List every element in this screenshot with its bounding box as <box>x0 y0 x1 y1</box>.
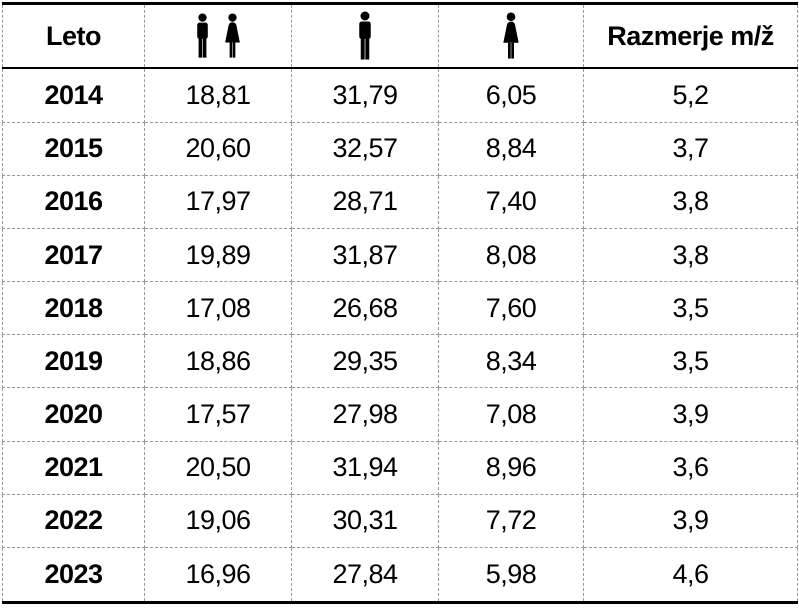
year-cell: 2022 <box>2 493 145 549</box>
year-cell: 2014 <box>2 67 145 123</box>
women-cell: 7,40 <box>438 174 584 229</box>
table-row: 2019 18,86 29,35 8,34 3,5 <box>2 334 798 389</box>
man-icon <box>356 11 374 61</box>
col-header-women <box>438 3 584 69</box>
woman-icon <box>500 12 522 60</box>
table-row: 2023 16,96 27,84 5,98 4,6 <box>2 547 798 603</box>
men-cell: 30,31 <box>291 493 439 549</box>
table-row: 2014 18,81 31,79 6,05 5,2 <box>2 67 798 123</box>
man-icon <box>194 13 211 59</box>
table-row: 2020 17,57 27,98 7,08 3,9 <box>2 387 798 442</box>
total-cell: 16,96 <box>144 547 292 603</box>
year-cell: 2020 <box>2 387 145 442</box>
year-cell: 2021 <box>2 440 145 495</box>
women-cell: 7,08 <box>438 387 584 442</box>
table-row: 2015 20,60 32,57 8,84 3,7 <box>2 121 798 176</box>
year-cell: 2017 <box>2 227 145 283</box>
men-cell: 31,94 <box>291 440 439 495</box>
year-cell: 2016 <box>2 174 145 229</box>
ratio-cell: 3,8 <box>583 227 798 283</box>
total-cell: 17,08 <box>144 281 292 336</box>
year-cell: 2019 <box>2 334 145 389</box>
men-cell: 31,87 <box>291 227 439 283</box>
men-cell: 27,98 <box>291 387 439 442</box>
men-cell: 29,35 <box>291 334 439 389</box>
total-cell: 17,97 <box>144 174 292 229</box>
total-cell: 20,60 <box>144 121 292 176</box>
year-cell: 2023 <box>2 547 145 603</box>
total-cell: 19,89 <box>144 227 292 283</box>
ratio-cell: 5,2 <box>583 67 798 123</box>
men-cell: 27,84 <box>291 547 439 603</box>
col-header-total <box>144 3 292 69</box>
men-cell: 32,57 <box>291 121 439 176</box>
women-cell: 8,08 <box>438 227 584 283</box>
total-cell: 18,81 <box>144 67 292 123</box>
total-cell: 19,06 <box>144 493 292 549</box>
ratio-cell: 3,7 <box>583 121 798 176</box>
women-cell: 8,96 <box>438 440 584 495</box>
women-cell: 7,60 <box>438 281 584 336</box>
col-header-men <box>291 3 439 69</box>
table-row: 2021 20,50 31,94 8,96 3,6 <box>2 440 798 495</box>
year-cell: 2015 <box>2 121 145 176</box>
table-row: 2016 17,97 28,71 7,40 3,8 <box>2 174 798 229</box>
col-header-year: Leto <box>2 3 145 69</box>
year-cell: 2018 <box>2 281 145 336</box>
men-cell: 28,71 <box>291 174 439 229</box>
women-cell: 5,98 <box>438 547 584 603</box>
ratio-cell: 3,5 <box>583 281 798 336</box>
total-cell: 17,57 <box>144 387 292 442</box>
men-cell: 31,79 <box>291 67 439 123</box>
ratio-cell: 3,9 <box>583 387 798 442</box>
ratio-cell: 3,6 <box>583 440 798 495</box>
table-row: 2017 19,89 31,87 8,08 3,8 <box>2 227 798 283</box>
table-row: 2022 19,06 30,31 7,72 3,9 <box>2 493 798 549</box>
women-cell: 6,05 <box>438 67 584 123</box>
women-cell: 8,84 <box>438 121 584 176</box>
total-cell: 20,50 <box>144 440 292 495</box>
table-row: 2018 17,08 26,68 7,60 3,5 <box>2 281 798 336</box>
women-cell: 8,34 <box>438 334 584 389</box>
men-cell: 26,68 <box>291 281 439 336</box>
total-cell: 18,86 <box>144 334 292 389</box>
ratio-cell: 3,9 <box>583 493 798 549</box>
woman-icon <box>222 13 243 59</box>
ratio-cell: 3,8 <box>583 174 798 229</box>
women-cell: 7,72 <box>438 493 584 549</box>
col-header-ratio: Razmerje m/ž <box>583 3 798 69</box>
ratio-cell: 4,6 <box>583 547 798 603</box>
header-row: Leto <box>2 3 798 69</box>
ratio-cell: 3,5 <box>583 334 798 389</box>
